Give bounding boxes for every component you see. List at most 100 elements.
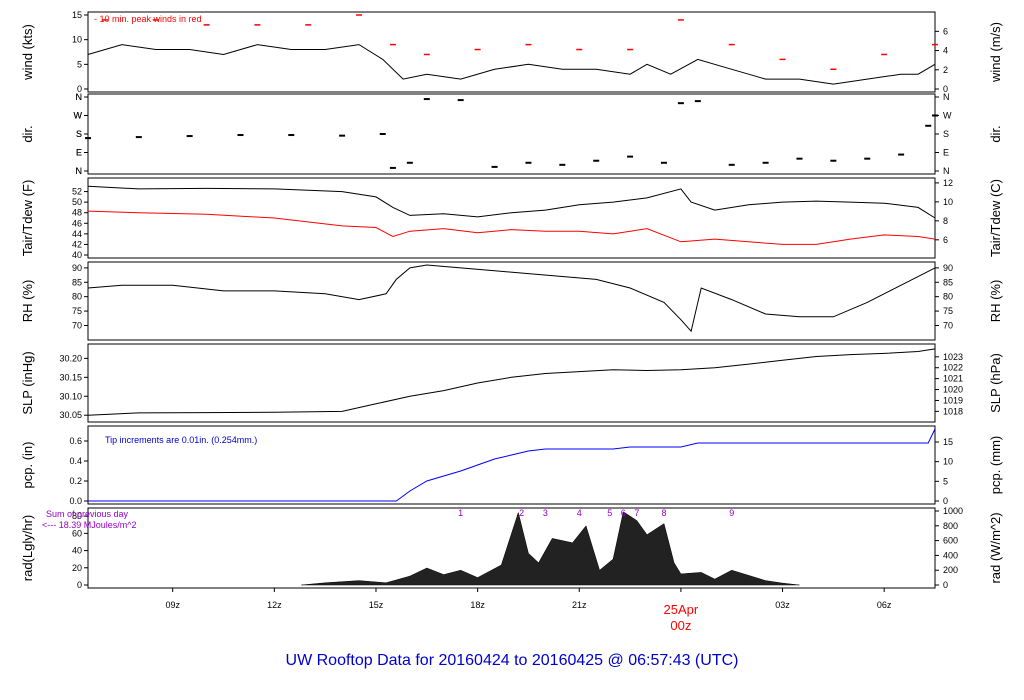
left-tick-label: 40: [72, 546, 82, 556]
series-line-Tdew: [87, 210, 936, 245]
peak-label: 8: [661, 508, 666, 518]
left-tick-label: 52: [72, 187, 82, 197]
left-tick-label: 80: [72, 511, 82, 521]
peak-label: 5: [607, 508, 612, 518]
right-tick-label: 15: [943, 437, 953, 447]
x-tick-label: 18z: [470, 600, 485, 610]
right-tick-label: 1018: [943, 406, 963, 416]
right-tick-label: 400: [943, 550, 958, 560]
panel-frame: [87, 425, 936, 505]
left-axis-label: rad(Lgly/hr): [20, 515, 35, 581]
right-tick-label: 0: [943, 580, 948, 590]
tip-increment-note: Tip increments are 0.01in. (0.254mm.): [105, 435, 257, 445]
right-tick-label: S: [943, 129, 949, 139]
left-tick-label: 42: [72, 239, 82, 249]
left-tick-label: 15: [72, 10, 82, 20]
left-tick-label: 30.20: [59, 353, 82, 363]
right-tick-label: 80: [943, 292, 953, 302]
left-tick-label: 5: [77, 59, 82, 69]
panel-frame: [87, 93, 936, 175]
right-axis-label: pcp. (mm): [988, 436, 1003, 495]
panel-frame: [87, 343, 936, 423]
peak-label: 2: [519, 508, 524, 518]
right-axis-label: dir.: [988, 125, 1003, 142]
left-tick-label: 20: [72, 563, 82, 573]
peak-label: 3: [543, 508, 548, 518]
panel-0: 0 5 10 15 0 2 4 6 wind (kts) wind (m/s) - 10 min. …: [20, 10, 1003, 94]
left-tick-label: W: [74, 111, 83, 121]
x-tick-label: 15z: [369, 600, 384, 610]
x-tick-label: 03z: [775, 600, 790, 610]
left-tick-label: 40: [72, 250, 82, 260]
peak-label: 7: [634, 508, 639, 518]
x-tick-label: 12z: [267, 600, 282, 610]
right-tick-label: 90: [943, 263, 953, 273]
left-axis-label: pcp. (in): [20, 442, 35, 489]
left-tick-label: E: [76, 148, 82, 158]
right-tick-label: 6: [943, 235, 948, 245]
left-tick-label: 0: [77, 580, 82, 590]
left-tick-label: N: [76, 166, 83, 176]
panel-3: 70 75 80 85 90 70 75 80 85 90 RH (%) RH (%): [20, 261, 1003, 341]
peak-label: 9: [729, 508, 734, 518]
right-tick-label: 1000: [943, 506, 963, 516]
left-axis-label: RH (%): [20, 280, 35, 323]
right-tick-label: 75: [943, 306, 953, 316]
series-line-Tair: [87, 185, 936, 219]
x-tick-label: 09z: [165, 600, 180, 610]
right-tick-label: 1023: [943, 352, 963, 362]
left-tick-label: 30.05: [59, 410, 82, 420]
left-tick-label: 46: [72, 218, 82, 228]
left-axis-label: SLP (inHg): [20, 351, 35, 414]
panel-4: 30.05 30.10 30.15 30.20 10181019102010211022…: [20, 343, 1003, 423]
right-tick-label: 12: [943, 178, 953, 188]
left-tick-label: W: [74, 111, 83, 121]
left-tick-label: 85: [72, 277, 82, 287]
day-label-date: 25Apr: [664, 602, 699, 617]
right-tick-label: N: [943, 166, 950, 176]
left-axis-label: wind (kts): [20, 24, 35, 81]
left-tick-label: E: [76, 148, 82, 158]
peak-label: 6: [621, 508, 626, 518]
peak-label: 1: [458, 508, 463, 518]
left-tick-label: 50: [72, 197, 82, 207]
right-tick-label: 85: [943, 277, 953, 287]
left-tick-label: 10: [72, 35, 82, 45]
peak-label: 4: [577, 508, 582, 518]
left-tick-label: 30.15: [59, 372, 82, 382]
peak-wind-note: - 10 min. peak winds in red: [94, 14, 202, 24]
right-tick-label: 0: [943, 496, 948, 506]
series-line-RH: [87, 264, 936, 333]
left-tick-label: N: [76, 92, 83, 102]
panel-5: 0.0 0.2 0.4 0.6 0 5 10 15 pcp. (in) pcp. (mm) Tip …: [20, 425, 1003, 506]
panel-frame: [87, 177, 936, 259]
left-tick-label: 0.2: [69, 476, 82, 486]
right-tick-label: 1021: [943, 374, 963, 384]
radiation-sum-label: Sum of previous day: [46, 509, 129, 519]
x-tick-label: 21z: [572, 600, 587, 610]
left-tick-label: 0.6: [69, 436, 82, 446]
x-tick-label: 06z: [877, 600, 892, 610]
left-tick-label: 80: [72, 292, 82, 302]
left-axis-label: Tair/Tdew (F): [20, 180, 35, 257]
right-tick-label: 800: [943, 521, 958, 531]
left-tick-label: 0: [77, 84, 82, 94]
right-tick-label: 0: [943, 84, 948, 94]
right-tick-label: 5: [943, 476, 948, 486]
series-line-SLP: [87, 348, 936, 416]
left-tick-label: 0.0: [69, 496, 82, 506]
left-tick-label: N: [76, 166, 83, 176]
right-axis-label: RH (%): [988, 280, 1003, 323]
left-tick-label: 30.10: [59, 391, 82, 401]
series-line-pcp.: [88, 428, 936, 502]
right-tick-label: 200: [943, 565, 958, 575]
right-tick-label: N: [943, 92, 950, 102]
right-tick-label: W: [943, 111, 952, 121]
right-tick-label: 1019: [943, 395, 963, 405]
right-axis-label: SLP (hPa): [988, 353, 1003, 413]
